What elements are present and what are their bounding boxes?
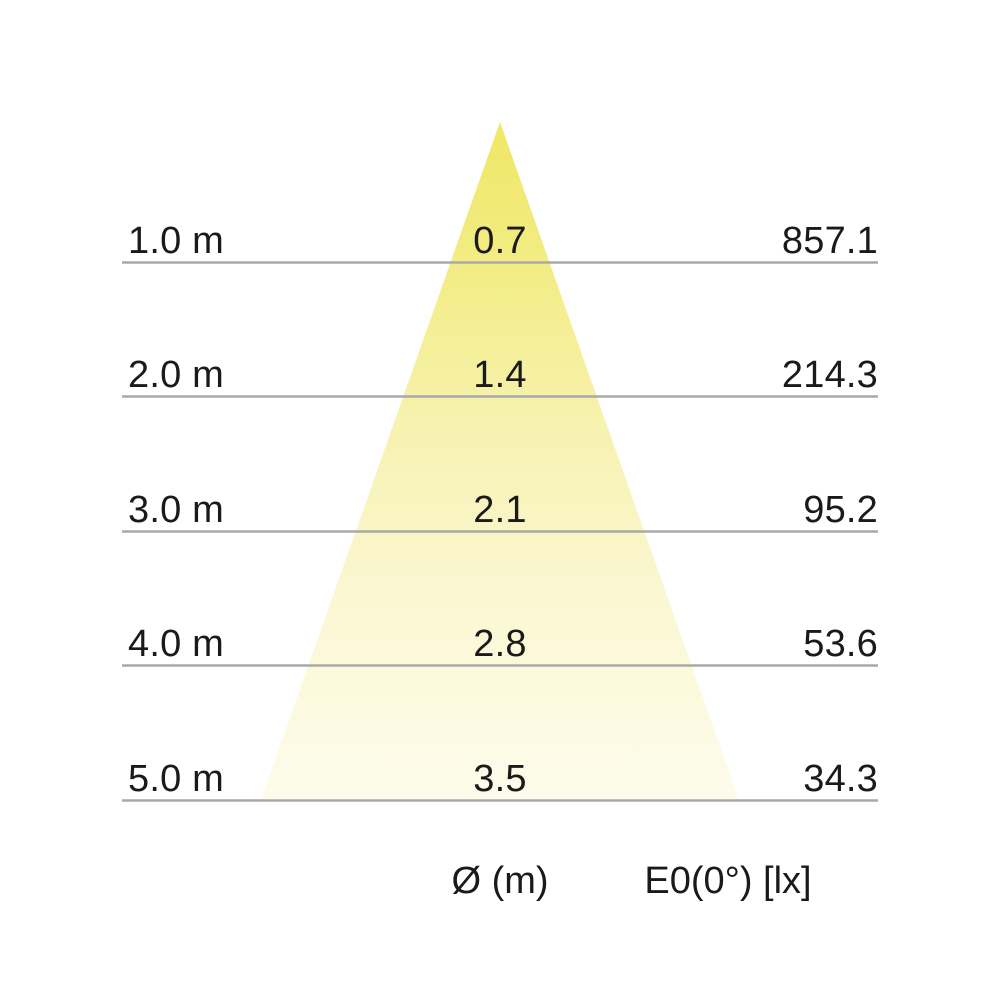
axis-caption-diameter: Ø (m) [451,860,549,902]
distance-label-row-1: 1.0 m [128,220,225,262]
diameter-label-row-1: 0.7 [473,220,527,262]
diameter-label-row-2: 1.4 [473,354,527,396]
distance-label-row-4: 4.0 m [128,623,225,665]
illuminance-label-row-4: 53.6 [803,623,878,665]
gridlines [122,261,878,802]
illuminance-label-row-2: 214.3 [781,354,878,396]
illuminance-label-row-5: 34.3 [803,758,878,800]
distance-label-row-2: 2.0 m [128,354,225,396]
distance-label-row-3: 3.0 m [128,489,225,531]
distance-label-row-5: 5.0 m [128,758,225,800]
axis-caption-illuminance: E0(0°) [lx] [644,860,812,902]
diameter-label-row-4: 2.8 [473,623,527,665]
diameter-label-row-5: 3.5 [473,758,527,800]
beam-cone-shape [261,122,739,800]
diameter-label-row-3: 2.1 [473,489,527,531]
illuminance-label-row-3: 95.2 [803,489,878,531]
illuminance-label-row-1: 857.1 [781,220,878,262]
